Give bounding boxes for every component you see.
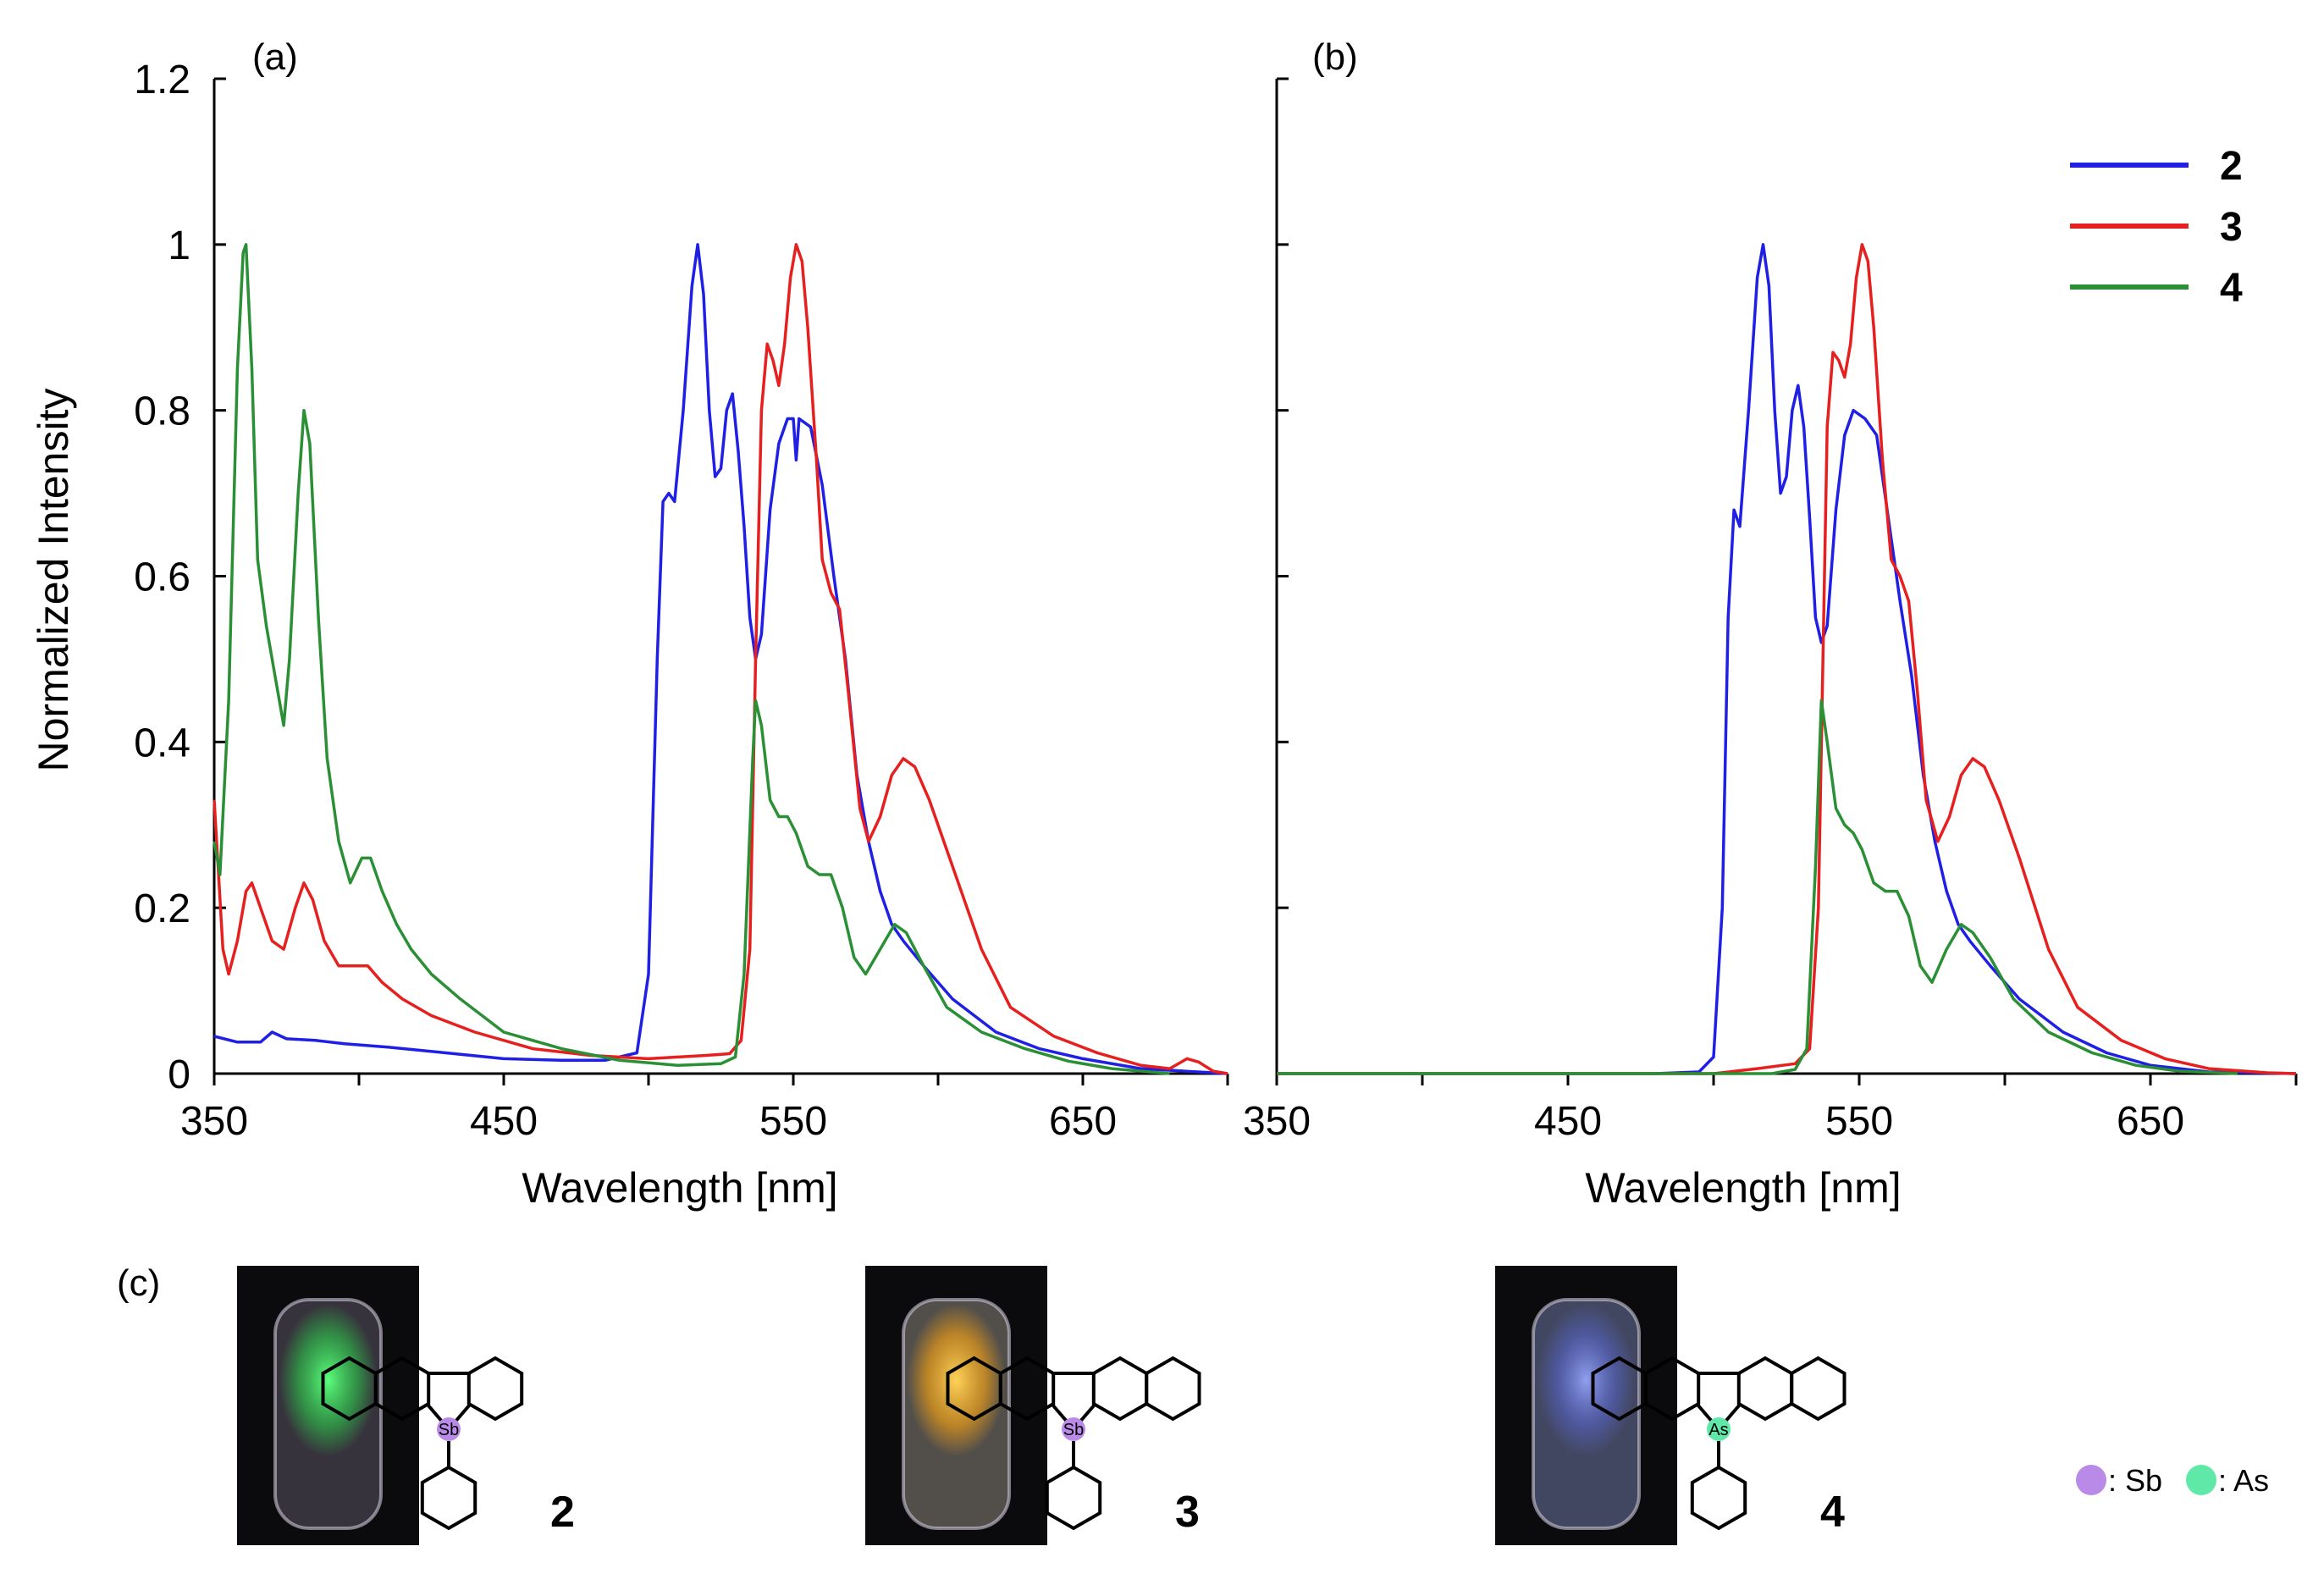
atom-key-dot	[2076, 1465, 2106, 1495]
panel-a-series-3-line	[213, 243, 1228, 1075]
panel-label-c: (c)	[117, 1262, 160, 1304]
benzene-ring	[1145, 1356, 1201, 1422]
benzene-ring	[466, 1356, 524, 1422]
panel-label-b: (b)	[1312, 36, 1358, 78]
panel-a-series-4-line	[213, 243, 1170, 1075]
structure-2: Sb 2	[321, 1356, 575, 1537]
emission-glow	[279, 1304, 378, 1456]
vial-photo-3	[865, 1266, 1047, 1545]
heteroatom-As	[1707, 1417, 1731, 1441]
panel-b-series-4-line	[1277, 699, 2238, 1075]
panel-b-series-3-line	[1277, 243, 2297, 1075]
panel-label-a: (a)	[252, 36, 298, 78]
panel-a-x-axis-title: Wavelength [nm]	[522, 1164, 837, 1212]
panel-b-x-tick-label: 450	[1534, 1099, 1602, 1144]
panel-a-y-tick-label: 0.4	[134, 721, 190, 765]
compound-label-4: 4	[1820, 1488, 1845, 1537]
structure-4: As 4	[1591, 1356, 1847, 1537]
heteroatom-Sb	[1062, 1417, 1085, 1441]
structure-3: Sb 3	[946, 1356, 1201, 1537]
phenyl-ring	[1690, 1465, 1747, 1531]
panel-b-x-tick-label: 550	[1825, 1099, 1893, 1144]
legend-label-4: 4	[2220, 266, 2243, 311]
atom-key: : Sb : As	[2076, 1463, 2269, 1498]
panel-a-y-tick-label: 1.2	[134, 58, 190, 102]
legend-label-3: 3	[2220, 205, 2243, 250]
panel-b-chart: 350 450 550 650	[1243, 77, 2298, 1144]
phenyl-ring	[1045, 1465, 1102, 1531]
benzene-ring	[1091, 1356, 1149, 1422]
compound-label-2: 2	[550, 1488, 575, 1537]
heteroatom-Sb	[437, 1417, 461, 1441]
panel-b-x-axis-title: Wavelength [nm]	[1585, 1164, 1901, 1212]
panel-b-x-tick-label: 650	[2117, 1099, 2184, 1144]
heteroatom-label: Sb	[439, 1421, 459, 1439]
panel-b-axes: 350 450 550 650	[1243, 77, 2298, 1144]
panel-a-series-2-line	[213, 243, 1228, 1075]
emission-glow	[1537, 1304, 1636, 1456]
panel-a-chart: 0 0.2 0.4 0.6 0.8 1 1.2 350 450 550 650	[134, 58, 1229, 1144]
atom-key-label: : As	[2218, 1463, 2269, 1498]
y-axis-title: Normalized Intensity	[30, 389, 77, 772]
panel-a-y-tick-label: 0.2	[134, 886, 190, 931]
panel-a-x-tick-label: 550	[759, 1099, 827, 1144]
panel-a-axes: 0 0.2 0.4 0.6 0.8 1 1.2 350 450 550 650	[134, 58, 1229, 1144]
atom-key-label: : Sb	[2108, 1463, 2162, 1498]
legend-label-2: 2	[2220, 144, 2243, 189]
panel-a-x-tick-label: 650	[1049, 1099, 1117, 1144]
panel-b-series	[1277, 243, 2297, 1075]
benzene-ring	[1790, 1356, 1847, 1422]
heteroatom-label: Sb	[1063, 1421, 1084, 1439]
panel-a-x-tick-label: 350	[180, 1099, 248, 1144]
legend: 2 3 4	[2070, 144, 2243, 311]
panel-a-series	[213, 243, 1228, 1075]
emission-glow	[907, 1304, 1006, 1456]
phenyl-ring	[420, 1465, 477, 1531]
atom-key-dot	[2186, 1465, 2216, 1495]
panel-a-y-tick-label: 0.6	[134, 555, 190, 600]
panel-a-y-tick-label: 0	[168, 1052, 190, 1097]
panel-a-y-tick-label: 0.8	[134, 389, 190, 434]
benzene-ring	[1736, 1356, 1794, 1422]
compound-label-3: 3	[1175, 1488, 1200, 1537]
panel-b-x-tick-label: 350	[1243, 1099, 1311, 1144]
panel-c-photos-and-structures: Sb 2 Sb 3 As 4	[237, 1266, 1847, 1545]
panel-b-series-2-line	[1277, 243, 2297, 1075]
panel-a-x-tick-label: 450	[470, 1099, 538, 1144]
panel-a-y-tick-label: 1	[168, 224, 190, 268]
heteroatom-label: As	[1708, 1421, 1728, 1439]
